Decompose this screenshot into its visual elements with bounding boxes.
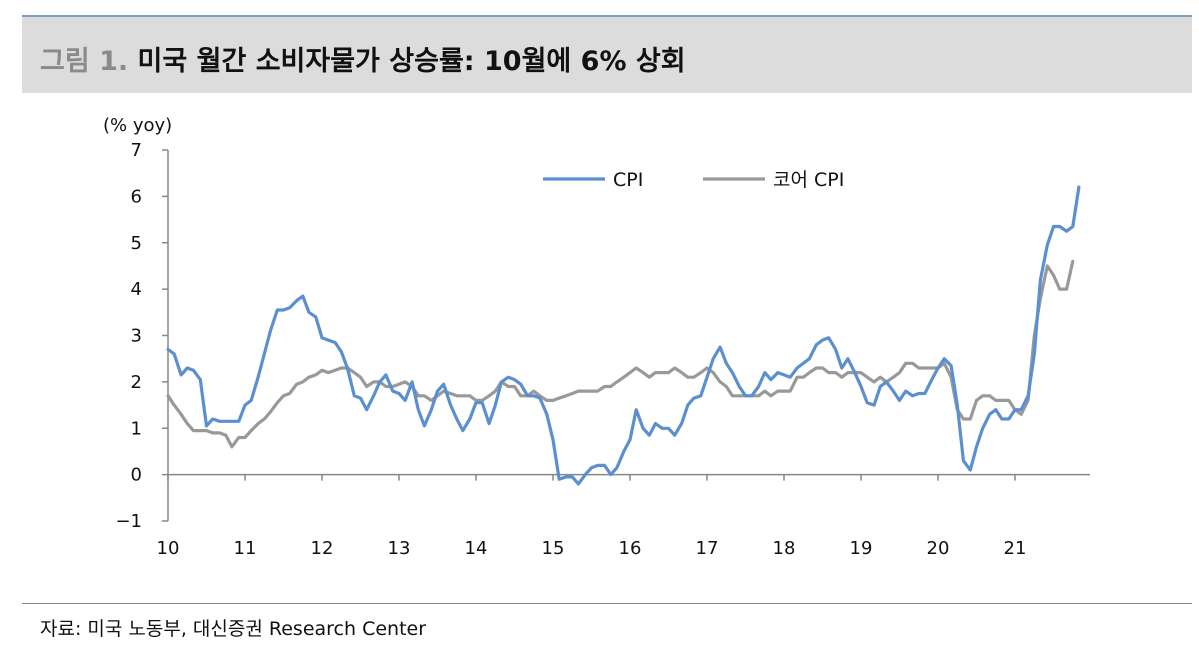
x-tick-label: 21 — [1004, 538, 1027, 559]
y-tick-label: 7 — [131, 140, 142, 161]
x-tick-label: 19 — [850, 538, 873, 559]
y-tick-label: 6 — [131, 186, 142, 207]
x-tick-label: 13 — [388, 538, 411, 559]
x-tick-label: 16 — [619, 538, 642, 559]
legend-item-cpi: CPI — [543, 169, 643, 191]
title-prefix: 그림 1. — [40, 46, 129, 77]
y-tick-label: 3 — [131, 326, 142, 347]
y-tick-label: 2 — [131, 372, 142, 393]
y-tick-label: 4 — [131, 279, 142, 300]
series-layer — [166, 185, 1081, 486]
footer-divider — [22, 603, 1192, 604]
series-line-cpi — [166, 185, 1081, 486]
x-tick-label: 20 — [927, 538, 950, 559]
x-tick-label: 14 — [465, 538, 488, 559]
source-note: 자료: 미국 노동부, 대신증권 Research Center — [40, 618, 427, 640]
x-tick-label: 17 — [696, 538, 719, 559]
y-axis-unit-label: (% yoy) — [103, 115, 172, 136]
legend: CPI 코어 CPI — [543, 169, 844, 191]
y-tick-label: −1 — [115, 511, 142, 532]
y-tick-label: 1 — [131, 418, 142, 439]
x-tick-label: 10 — [157, 538, 180, 559]
x-tick-label: 18 — [773, 538, 796, 559]
x-tick-label: 15 — [542, 538, 565, 559]
series-line-core-cpi — [166, 259, 1075, 449]
title-bar: 그림 1. 미국 월간 소비자물가 상승률: 10월에 6% 상회 — [22, 15, 1192, 93]
title-main: 미국 월간 소비자물가 상승률: 10월에 6% 상회 — [137, 46, 686, 77]
x-tick-label: 11 — [234, 538, 257, 559]
x-tick-label: 12 — [311, 538, 334, 559]
y-tick-label: 5 — [131, 233, 142, 254]
legend-item-core-cpi: 코어 CPI — [703, 169, 844, 191]
legend-label: 코어 CPI — [773, 169, 844, 191]
chart-title: 그림 1. 미국 월간 소비자물가 상승률: 10월에 6% 상회 — [40, 39, 686, 78]
legend-label: CPI — [613, 169, 643, 191]
y-tick-label: 0 — [131, 465, 142, 486]
